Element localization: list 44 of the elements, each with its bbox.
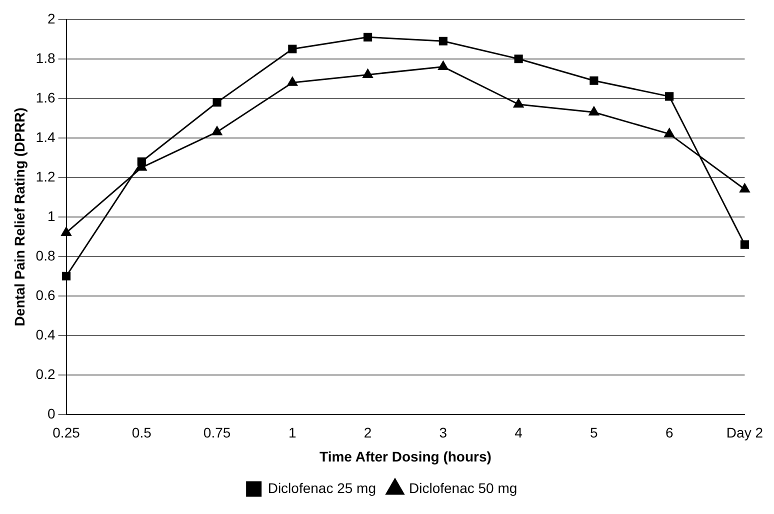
y-tick-label: 2 [47,10,56,26]
point [212,98,222,107]
x-tick-label: 5 [590,424,598,441]
point [287,76,298,86]
point [288,44,297,54]
point [438,61,448,70]
point [362,68,373,78]
x-tick-label: Day 2 [726,424,764,441]
y-tick-label: 0.2 [36,366,56,382]
y-tick-label: 0.6 [36,286,56,303]
point [61,226,72,236]
y-tick-label: 1.2 [36,168,56,184]
point [137,157,146,166]
point [588,106,600,116]
x-tick-label: 0.75 [203,424,231,441]
legend-label: Diclofenac 50 mg [409,480,518,496]
y-tick-label: 0.8 [36,247,56,264]
x-tick-label: 3 [439,424,448,441]
point [514,54,523,64]
y-tick-label: 1.4 [36,128,56,145]
point [438,36,448,46]
y-axis-title: Dental Pain Relief Rating (DPRR) [11,108,28,326]
point [364,32,372,42]
point [664,128,674,138]
x-tick-label: 4 [514,424,523,441]
x-axis-title: Time After Dosing (hours) [320,448,492,464]
point [513,98,524,108]
y-tick-label: 1 [47,208,56,224]
x-tick-label: 0.25 [52,424,80,441]
x-tick-label: 0.5 [132,424,152,441]
point [665,92,674,101]
x-tick-label: 1 [288,424,297,441]
point [740,184,750,192]
point [62,272,71,280]
y-tick-label: 1.8 [36,50,56,66]
x-tick-label: 6 [665,424,674,441]
legend-label: Diclofenac 25 mg [268,480,376,496]
y-tick-label: 1.6 [36,89,56,106]
point [740,240,749,249]
point [590,76,598,85]
y-tick-label: 0.4 [36,326,56,342]
point [212,126,222,136]
x-tick-label: 2 [364,424,372,441]
y-tick-label: 0 [47,405,56,422]
